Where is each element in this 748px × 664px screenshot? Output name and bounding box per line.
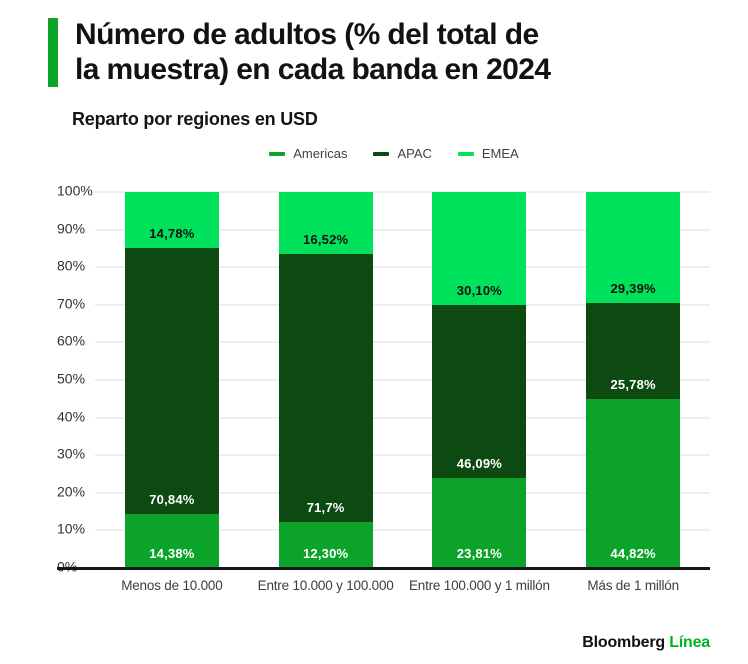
x-axis-labels: Menos de 10.000 Entre 10.000 y 100.000 Ent… [95,578,710,593]
bar-segment-americas: 44,82% [586,399,681,568]
legend-item-apac: APAC [373,146,432,161]
stacked-bar: 30,10% 46,09% 23,81% [432,192,527,568]
gridline [95,341,710,344]
x-category-label: Más de 1 millón [587,578,679,593]
brand-name-accent: Línea [669,634,710,651]
bar-segment-emea: 16,52% [278,192,373,254]
legend-label: Americas [293,146,348,161]
x-category-label: Entre 100.000 y 1 millón [408,578,550,593]
title-accent-bar [48,18,58,87]
legend-label: APAC [397,146,432,161]
legend-dash-icon [269,151,286,156]
x-category-label: Menos de 10.000 [121,578,223,593]
bar-slot: 14,78% 70,84% 14,38% [95,192,249,568]
bar-segment-emea: 30,10% [432,192,527,306]
legend-dash-icon [457,151,474,156]
bar-segment-apac: 25,78% [586,302,681,400]
chart-legend: Americas APAC EMEA [0,146,748,161]
segment-value-label: 25,78% [610,377,656,393]
gridline [95,191,710,193]
bar-segment-americas: 23,81% [432,478,527,568]
bar-segment-emea: 14,78% [124,192,219,248]
bar-segment-emea: 29,39% [586,192,681,303]
gridline [95,266,710,269]
legend-label: EMEA [481,146,519,161]
segment-value-label: 14,78% [149,225,195,241]
segment-value-label: 30,10% [456,283,503,299]
y-tick-label: 90% [57,220,86,237]
legend-item-americas: Americas [269,146,347,161]
gridline [95,303,710,306]
y-tick-label: 20% [57,483,86,500]
stacked-bar: 14,78% 70,84% 14,38% [124,192,219,568]
brand-name: Bloomberg [582,634,665,651]
y-tick-label: 80% [57,257,86,274]
stacked-bar: 16,52% 71,7% 12,30% [278,192,373,568]
bar-segment-apac: 70,84% [124,247,219,514]
segment-value-label: 16,52% [302,231,349,247]
y-tick-label: 0% [57,559,77,575]
bar-segment-americas: 12,30% [278,521,373,568]
page-title-line2: la muestra) en cada banda en 2024 [75,52,551,86]
brand-footer: Bloomberg Línea [582,634,710,652]
segment-value-label: 23,81% [456,545,503,561]
bar-segment-americas: 14,38% [124,513,219,568]
stacked-bar-chart: 100% 90% 80% 70% 60% 50% 40% 30% 20% 10% 0% 14,78%… [57,183,710,575]
gridline [95,454,710,457]
segment-value-label: 71,7% [306,499,345,515]
gridline [95,379,710,381]
segment-value-label: 70,84% [149,491,195,507]
segment-value-label: 12,30% [302,545,349,561]
page-title-line1: Número de adultos (% del total de [75,18,539,51]
chart-header: Número de adultos (% del total de la mue… [48,18,712,87]
gridline [95,491,710,494]
x-category-label: Entre 10.000 y 100.000 [257,578,394,593]
bar-slot: 30,10% 46,09% 23,81% [403,192,557,568]
y-axis-labels: 100% 90% 80% 70% 60% 50% 40% 30% 20% 10% 0% [57,183,95,575]
segment-value-label: 14,38% [149,545,195,561]
bar-segment-apac: 71,7% [278,253,373,522]
y-tick-label: 60% [57,333,86,350]
chart-subtitle: Reparto por regiones en USD [72,109,318,129]
gridline [95,529,710,532]
x-axis-line [57,567,710,570]
plot-area: 14,78% 70,84% 14,38% 16,52% 71,7% 12,30% 30,10… [95,191,710,569]
y-tick-label: 30% [57,445,86,462]
y-tick-label: 10% [57,521,86,538]
y-tick-label: 100% [57,182,93,199]
segment-value-label: 29,39% [610,280,656,296]
bar-slot: 16,52% 71,7% 12,30% [249,192,403,568]
segment-value-label: 44,82% [610,545,656,561]
bar-slot: 29,39% 25,78% 44,82% [556,192,710,568]
stacked-bar: 29,39% 25,78% 44,82% [586,192,681,568]
gridline [95,416,710,419]
legend-dash-icon [373,151,390,156]
y-tick-label: 40% [57,408,86,425]
bar-segment-apac: 46,09% [432,305,527,479]
y-tick-label: 50% [57,370,86,387]
segment-value-label: 46,09% [456,456,503,472]
legend-item-emea: EMEA [457,146,519,161]
y-tick-label: 70% [57,295,86,312]
page-title: Número de adultos (% del total de la mue… [75,18,551,87]
gridline [95,228,710,231]
bar-slots: 14,78% 70,84% 14,38% 16,52% 71,7% 12,30% 30,10… [95,192,710,568]
